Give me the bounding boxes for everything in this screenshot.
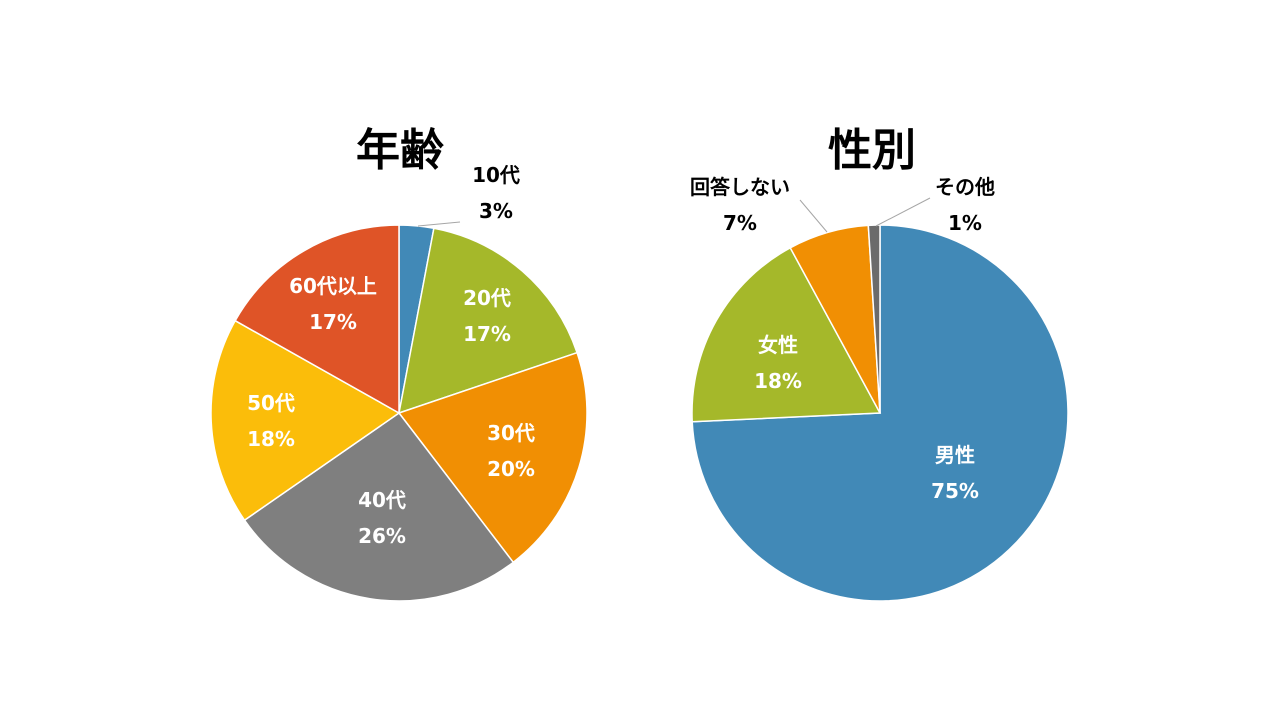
gender-chart-title: 性別 bbox=[828, 125, 916, 176]
age-slice-5 bbox=[234, 224, 400, 415]
slice-percent-label: 18% bbox=[247, 427, 295, 451]
leader-line bbox=[875, 197, 931, 227]
slice-percent-label: 3% bbox=[479, 199, 513, 223]
age-slice-1 bbox=[398, 227, 579, 415]
slice-label: 20代 bbox=[463, 286, 511, 310]
gender-pie-chart: 男性 75% 女性 18% 回答しない 7% その他 1% bbox=[690, 175, 1069, 602]
slice-label: 40代 bbox=[358, 488, 406, 512]
slice-percent-label: 20% bbox=[487, 457, 535, 481]
age-slice-4 bbox=[210, 319, 401, 522]
leader-line bbox=[417, 221, 461, 227]
slice-percent-label: 1% bbox=[948, 211, 982, 235]
age-pie-chart: 10代 3% 20代 17% 30代 20% 40代 26% 50代 18% 60代以上 17% bbox=[210, 163, 588, 602]
age-slice-3 bbox=[243, 411, 515, 602]
slice-label: 女性 bbox=[758, 333, 798, 357]
slice-percent-label: 17% bbox=[309, 310, 357, 334]
slice-percent-label: 18% bbox=[754, 369, 802, 393]
slice-label: その他 bbox=[935, 175, 995, 199]
slice-percent-label: 26% bbox=[358, 524, 406, 548]
slice-label: 50代 bbox=[247, 391, 295, 415]
leader-line bbox=[799, 199, 828, 233]
gender-slice-3 bbox=[867, 224, 881, 414]
age-chart-title: 年齢 bbox=[356, 125, 444, 176]
slice-label: 男性 bbox=[935, 443, 975, 467]
slice-label: 30代 bbox=[487, 421, 535, 445]
slice-percent-label: 7% bbox=[723, 211, 757, 235]
slice-label: 回答しない bbox=[690, 175, 790, 199]
age-slice-2 bbox=[397, 351, 588, 564]
slice-label: 10代 bbox=[472, 163, 520, 187]
slice-label: 60代以上 bbox=[289, 274, 377, 298]
slice-percent-label: 17% bbox=[463, 322, 511, 346]
slice-percent-label: 75% bbox=[931, 479, 979, 503]
gender-slice-1 bbox=[691, 246, 882, 423]
